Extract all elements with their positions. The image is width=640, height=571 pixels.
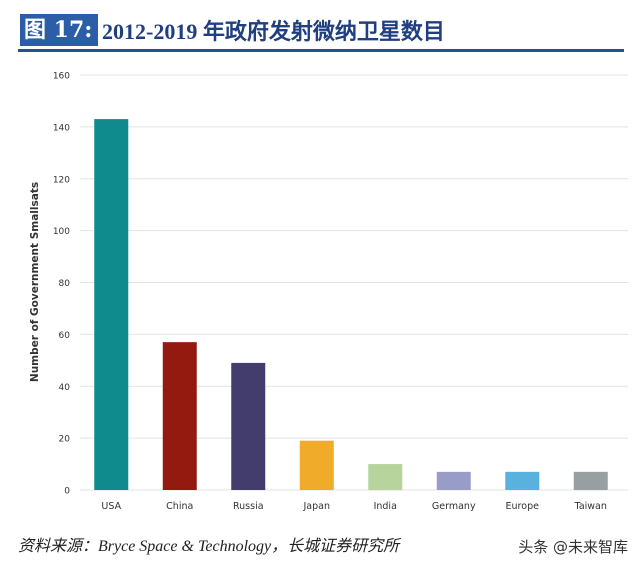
bar-usa [94,119,129,490]
y-tick-label: 140 [53,123,70,133]
x-tick-label: India [374,501,397,512]
x-tick-label: Japan [303,501,331,512]
y-tick-label: 40 [59,383,71,393]
y-tick-label: 100 [53,227,70,237]
figure-title: 图 17: 2012-2019 年政府发射微纳卫星数目 [20,14,445,46]
y-tick-label: 20 [59,435,71,445]
x-tick-label: USA [101,501,121,512]
source-note: 资料来源：Bryce Space & Technology，长城证券研究所 [18,538,400,555]
x-tick-label: China [166,501,193,512]
bar-europe [505,471,540,490]
bar-japan [299,440,334,490]
watermark: 头条 @未来智库 [518,538,628,556]
y-tick-label: 120 [53,175,70,185]
x-tick-label: Germany [432,501,476,512]
bar-china [162,342,197,490]
y-tick-label: 60 [59,331,71,341]
title-text: 2012-2019 年政府发射微纳卫星数目 [102,19,445,44]
bar-russia [231,362,266,490]
y-tick-label: 80 [59,279,71,289]
y-tick-label: 0 [64,487,70,497]
bar-germany [436,471,471,490]
x-tick-label: Europe [506,501,540,512]
x-tick-label: Russia [233,501,264,512]
y-axis-label: Number of Government Smallsats [29,182,41,382]
bar-taiwan [573,471,608,490]
x-tick-label: Taiwan [574,501,607,512]
figure-label: 图 17: [20,14,98,46]
y-tick-label: 160 [53,72,70,82]
bar-india [368,464,403,490]
title-rule [18,49,624,52]
